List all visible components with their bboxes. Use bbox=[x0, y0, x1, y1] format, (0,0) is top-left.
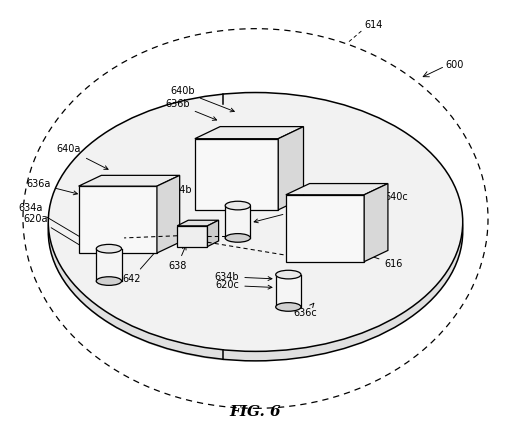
Text: 620c: 620c bbox=[216, 281, 272, 290]
Polygon shape bbox=[96, 249, 122, 281]
Ellipse shape bbox=[96, 277, 122, 285]
Ellipse shape bbox=[225, 201, 250, 210]
Polygon shape bbox=[195, 139, 278, 210]
Text: 634b: 634b bbox=[215, 272, 272, 282]
Text: 640c: 640c bbox=[350, 192, 408, 202]
Text: 638: 638 bbox=[168, 246, 187, 271]
Polygon shape bbox=[225, 205, 250, 238]
Text: 642: 642 bbox=[123, 247, 159, 284]
Polygon shape bbox=[286, 195, 364, 262]
Text: 634a: 634a bbox=[19, 203, 93, 245]
Ellipse shape bbox=[225, 234, 250, 242]
Text: FIG. 6: FIG. 6 bbox=[229, 405, 282, 419]
Ellipse shape bbox=[276, 270, 301, 279]
Ellipse shape bbox=[276, 303, 301, 311]
Ellipse shape bbox=[96, 244, 122, 253]
Text: 620b: 620b bbox=[254, 205, 313, 223]
Polygon shape bbox=[79, 186, 157, 253]
Text: 636b: 636b bbox=[165, 99, 217, 120]
Ellipse shape bbox=[48, 102, 463, 361]
Text: 614: 614 bbox=[364, 20, 383, 30]
Text: 616: 616 bbox=[365, 253, 403, 269]
Ellipse shape bbox=[48, 93, 463, 351]
Text: 636a: 636a bbox=[27, 179, 78, 195]
Text: 636c: 636c bbox=[293, 303, 317, 319]
Text: 640b: 640b bbox=[170, 86, 234, 112]
Polygon shape bbox=[278, 127, 304, 210]
Polygon shape bbox=[157, 175, 180, 253]
Polygon shape bbox=[177, 220, 219, 226]
Polygon shape bbox=[364, 184, 388, 262]
Polygon shape bbox=[177, 226, 207, 246]
Polygon shape bbox=[276, 274, 301, 307]
Polygon shape bbox=[286, 184, 388, 195]
Polygon shape bbox=[79, 175, 180, 186]
Text: 634b: 634b bbox=[168, 185, 225, 205]
Text: 600: 600 bbox=[445, 60, 463, 70]
Polygon shape bbox=[207, 220, 219, 246]
Text: 620a: 620a bbox=[24, 214, 93, 253]
Text: 640a: 640a bbox=[57, 145, 108, 169]
Polygon shape bbox=[195, 127, 304, 139]
